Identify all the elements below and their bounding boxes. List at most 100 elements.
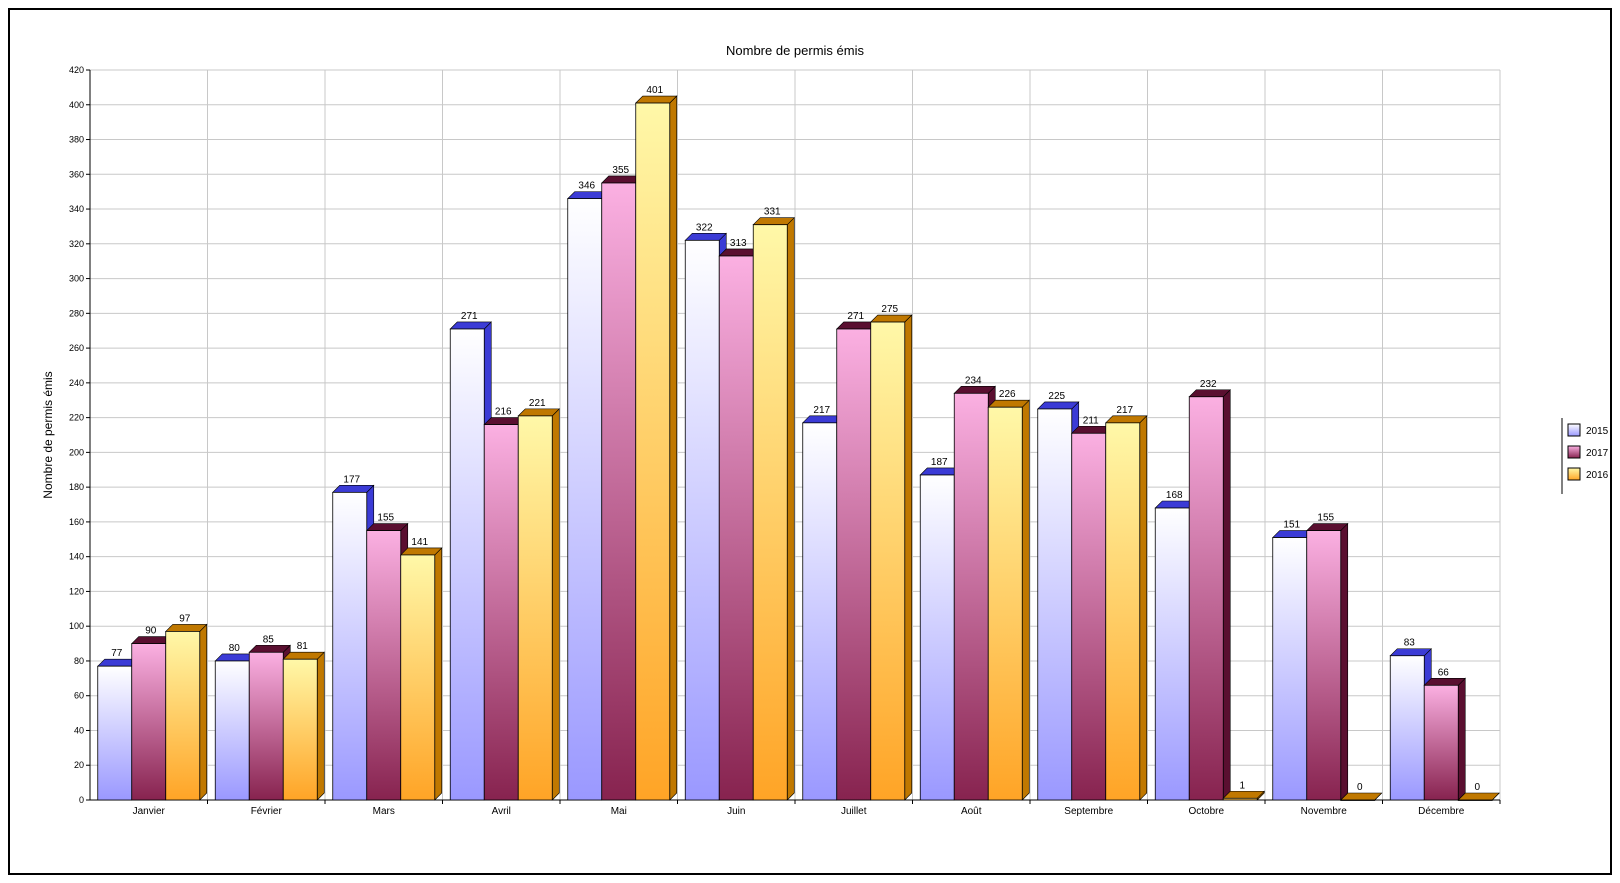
bar-front — [718, 255, 754, 801]
bar-Février-2016 — [282, 651, 325, 801]
data-label: 211 — [1083, 415, 1099, 426]
bar-Décembre-2017 — [1423, 677, 1466, 801]
bar-front — [483, 424, 519, 801]
bar-front — [517, 415, 553, 801]
bar-Mai-2016 — [635, 95, 678, 801]
data-label: 275 — [881, 304, 898, 315]
bar-top — [635, 95, 678, 104]
bar-Août-2016 — [987, 399, 1030, 801]
data-label: 322 — [696, 222, 713, 233]
legend-swatch — [1567, 467, 1581, 481]
bar-side — [434, 547, 443, 801]
y-tick-label: 180 — [69, 482, 84, 492]
bar-top — [282, 651, 325, 660]
bar-front — [1423, 684, 1459, 801]
x-tick-label: Septembre — [1064, 806, 1113, 817]
x-tick-label: Juillet — [841, 806, 867, 817]
bar-front — [953, 392, 989, 801]
y-tick-label: 100 — [69, 621, 84, 631]
data-label: 151 — [1283, 520, 1300, 531]
data-label: 81 — [297, 641, 309, 652]
bar-top — [752, 217, 795, 225]
data-label: 155 — [1317, 513, 1334, 524]
bar-front — [1105, 422, 1141, 801]
y-tick-label: 320 — [69, 239, 84, 249]
data-label: 83 — [1404, 638, 1416, 649]
bar-Janvier-2016 — [165, 623, 208, 801]
bar-front — [802, 422, 838, 801]
bar-side — [904, 314, 913, 801]
y-tick-label: 220 — [69, 413, 84, 423]
bar-side — [1222, 389, 1231, 801]
data-label: 355 — [612, 165, 629, 176]
bar-front — [987, 406, 1023, 801]
x-tick-label: Mai — [611, 806, 627, 817]
y-tick-label: 60 — [74, 691, 84, 701]
bar-front — [97, 665, 133, 801]
legend: 2015 2017 2016 — [1561, 418, 1609, 494]
bar-front — [366, 530, 402, 801]
data-label: 217 — [1116, 405, 1133, 416]
y-tick-label: 260 — [69, 343, 84, 353]
y-tick-label: 200 — [69, 447, 84, 457]
bar-front — [400, 554, 436, 801]
bar-side — [786, 216, 795, 801]
data-label: 90 — [145, 626, 157, 637]
bar-front — [332, 491, 368, 801]
bar-Novembre-2016 — [1340, 792, 1383, 801]
data-label: 216 — [495, 407, 512, 418]
bar-top — [400, 547, 443, 556]
y-tick-label: 400 — [69, 100, 84, 110]
data-label: 80 — [229, 643, 241, 654]
data-label: 155 — [377, 513, 394, 524]
chart-title: Nombre de permis émis — [726, 43, 864, 58]
bar-front — [282, 658, 318, 801]
bar-side — [1139, 415, 1148, 801]
y-axis-label: Nombre de permis émis — [41, 371, 55, 498]
bar-top — [987, 399, 1030, 408]
data-label: 221 — [529, 398, 546, 409]
data-label: 271 — [847, 311, 864, 322]
bar-Octobre-2016 — [1222, 790, 1265, 801]
bar-top — [248, 644, 291, 653]
bar-chart: Nombre de permis émis Nombre de permis é… — [41, 43, 1609, 817]
data-label: 232 — [1200, 379, 1217, 390]
chart-frame: Nombre de permis émis Nombre de permis é… — [8, 8, 1612, 875]
x-tick-label: Avril — [492, 806, 511, 817]
x-tick-label: Juin — [727, 806, 745, 817]
data-label: 0 — [1474, 782, 1480, 793]
bar-Juillet-2016 — [870, 314, 913, 801]
bar-front — [131, 643, 167, 801]
x-tick-label: Août — [961, 806, 982, 817]
data-label: 77 — [111, 648, 123, 659]
bar-front — [248, 651, 284, 801]
bar-top — [1457, 792, 1500, 801]
bar-Septembre-2016 — [1105, 415, 1148, 801]
data-label: 271 — [461, 311, 478, 322]
y-tick-label: 280 — [69, 308, 84, 318]
bar-top — [870, 314, 913, 323]
x-tick-label: Janvier — [133, 806, 166, 817]
bar-front — [1071, 432, 1107, 801]
y-tick-label: 40 — [74, 725, 84, 735]
data-label: 177 — [343, 474, 360, 485]
data-label: 331 — [764, 207, 781, 218]
legend-label: 2017 — [1586, 448, 1609, 459]
x-tick-label: Novembre — [1301, 806, 1348, 817]
bar-side — [316, 651, 325, 801]
bar-top — [1306, 523, 1349, 531]
bar-Avril-2016 — [517, 408, 560, 801]
x-tick-label: Février — [251, 806, 283, 817]
data-label: 66 — [1438, 667, 1450, 678]
y-tick-label: 360 — [69, 169, 84, 179]
bar-top — [449, 321, 492, 330]
bar-side — [1340, 522, 1349, 801]
bar-front — [214, 660, 250, 801]
data-label: 1 — [1239, 780, 1245, 791]
bar-top — [1423, 677, 1466, 686]
bar-front — [449, 328, 485, 801]
bar-front — [1222, 797, 1258, 801]
plot-area: 0204060801001201401601802002202402602803… — [69, 65, 1501, 817]
data-label: 168 — [1166, 490, 1183, 501]
y-tick-label: 120 — [69, 586, 84, 596]
